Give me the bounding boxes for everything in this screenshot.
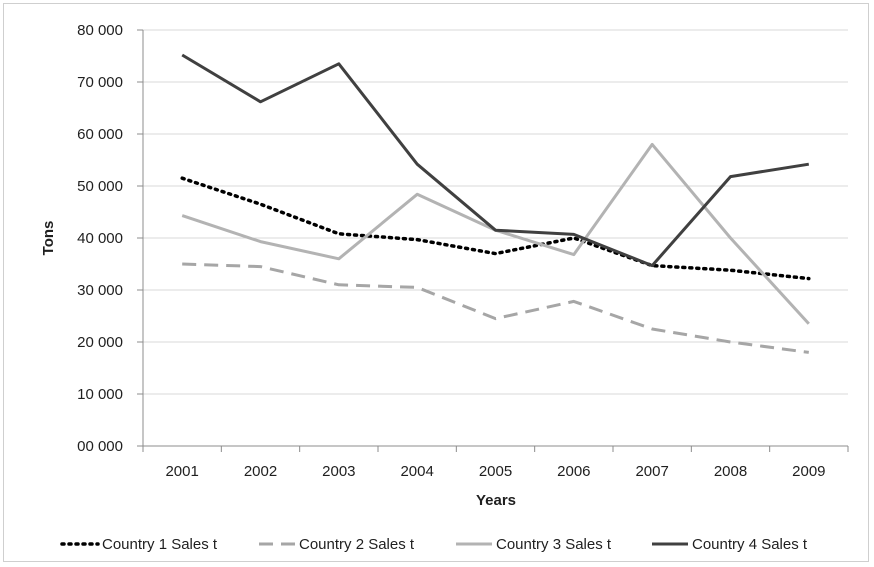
y-tick-label: 40 000 — [77, 230, 123, 247]
x-tick-label: 2008 — [714, 463, 747, 480]
series-line-3 — [181, 142, 810, 325]
x-tick-label: 2006 — [557, 463, 590, 480]
axes — [137, 29, 849, 452]
y-tick-label: 10 000 — [77, 386, 123, 403]
y-tick-label: 00 000 — [77, 438, 123, 455]
series-line-4 — [181, 53, 810, 268]
x-tick-label: 2005 — [479, 463, 512, 480]
y-tick-label: 30 000 — [77, 282, 123, 299]
series-lines — [180, 53, 811, 354]
legend-label-2: Country 2 Sales t — [299, 536, 415, 553]
x-tick-label: 2007 — [635, 463, 668, 480]
x-tick-label: 2004 — [400, 463, 433, 480]
series-line-1 — [180, 176, 811, 281]
y-tick-label: 50 000 — [77, 178, 123, 195]
y-tick-label: 60 000 — [77, 126, 123, 143]
y-axis-title: Tons — [40, 221, 57, 256]
chart-frame — [3, 3, 869, 562]
legend-label-3: Country 3 Sales t — [496, 536, 612, 553]
x-tick-label: 2003 — [322, 463, 355, 480]
legend: Country 1 Sales t Country 2 Sales t Countr… — [60, 536, 808, 553]
y-tick-labels: 00 000 10 000 20 000 30 000 40 000 50 000 60 0… — [77, 22, 123, 455]
series-line-2 — [182, 262, 809, 354]
x-tick-label: 2002 — [244, 463, 277, 480]
x-tick-labels: 2001 2002 2003 2004 2005 2006 2007 2008 2009 — [165, 463, 825, 480]
legend-label-1: Country 1 Sales t — [102, 536, 218, 553]
legend-label-4: Country 4 Sales t — [692, 536, 808, 553]
y-tick-label: 70 000 — [77, 74, 123, 91]
x-tick-label: 2001 — [165, 463, 198, 480]
x-tick-label: 2009 — [792, 463, 825, 480]
y-tick-label: 20 000 — [77, 334, 123, 351]
y-tick-label: 80 000 — [77, 22, 123, 39]
x-axis-title: Years — [476, 492, 516, 509]
